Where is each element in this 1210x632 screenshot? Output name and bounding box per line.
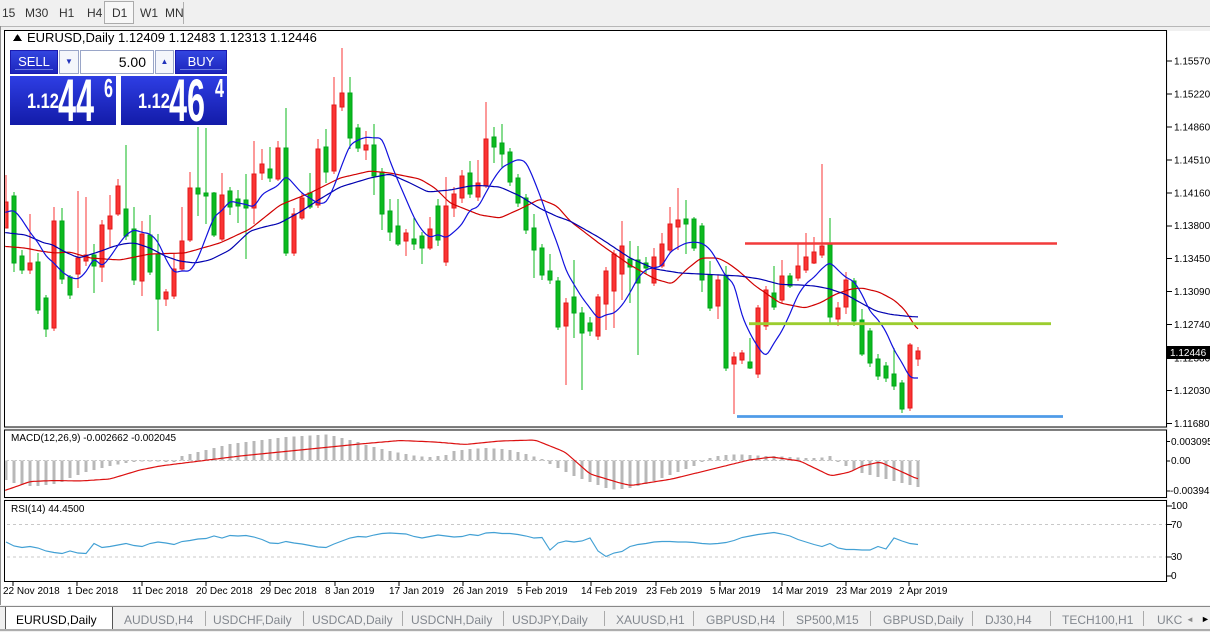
svg-text:1.13800: 1.13800 — [1174, 221, 1210, 232]
svg-text:1.15570: 1.15570 — [1174, 57, 1210, 68]
svg-text:29 Dec 2018: 29 Dec 2018 — [260, 586, 317, 597]
svg-text:2 Apr 2019: 2 Apr 2019 — [899, 586, 948, 597]
svg-text:0: 0 — [1171, 571, 1177, 582]
svg-text:EURUSD,Daily 1.12409 1.12483: EURUSD,Daily 1.12409 1.12483 1.12313 1.1… — [27, 30, 317, 45]
svg-text:1.15220: 1.15220 — [1174, 90, 1210, 101]
svg-text:0.003095: 0.003095 — [1171, 437, 1210, 448]
svg-text:30: 30 — [1171, 552, 1183, 563]
svg-text:-0.003947: -0.003947 — [1170, 486, 1210, 497]
svg-text:0.00: 0.00 — [1171, 456, 1191, 467]
svg-text:23 Mar 2019: 23 Mar 2019 — [836, 586, 893, 597]
svg-text:14 Feb 2019: 14 Feb 2019 — [581, 586, 638, 597]
svg-text:70: 70 — [1171, 520, 1183, 531]
svg-text:1.13450: 1.13450 — [1174, 254, 1210, 265]
svg-text:1.13090: 1.13090 — [1174, 287, 1210, 298]
svg-text:1.11680: 1.11680 — [1174, 419, 1210, 430]
svg-text:1.12446: 1.12446 — [1170, 348, 1207, 359]
svg-text:1.12380: 1.12380 — [1174, 354, 1210, 365]
svg-text:14 Mar 2019: 14 Mar 2019 — [772, 586, 829, 597]
svg-text:5 Mar 2019: 5 Mar 2019 — [710, 586, 761, 597]
svg-text:23 Feb 2019: 23 Feb 2019 — [646, 586, 703, 597]
svg-text:1 Dec 2018: 1 Dec 2018 — [67, 586, 119, 597]
svg-text:1.14860: 1.14860 — [1174, 122, 1210, 133]
svg-text:11 Dec 2018: 11 Dec 2018 — [132, 586, 188, 597]
svg-text:26 Jan 2019: 26 Jan 2019 — [453, 586, 508, 597]
svg-text:17 Jan 2019: 17 Jan 2019 — [389, 586, 444, 597]
svg-text:1.14160: 1.14160 — [1174, 188, 1210, 199]
svg-text:5 Feb 2019: 5 Feb 2019 — [517, 586, 568, 597]
svg-text:22 Nov 2018: 22 Nov 2018 — [3, 586, 60, 597]
svg-text:MACD(12,26,9) -0.002662 -0.002: MACD(12,26,9) -0.002662 -0.002045 — [11, 433, 177, 444]
svg-text:1.12740: 1.12740 — [1174, 320, 1210, 331]
svg-text:8 Jan 2019: 8 Jan 2019 — [325, 586, 375, 597]
svg-text:RSI(14) 44.4500: RSI(14) 44.4500 — [11, 504, 85, 515]
svg-text:1.12030: 1.12030 — [1174, 386, 1210, 397]
svg-text:100: 100 — [1171, 501, 1188, 512]
svg-text:1.14510: 1.14510 — [1174, 155, 1210, 166]
svg-text:20 Dec 2018: 20 Dec 2018 — [196, 586, 253, 597]
